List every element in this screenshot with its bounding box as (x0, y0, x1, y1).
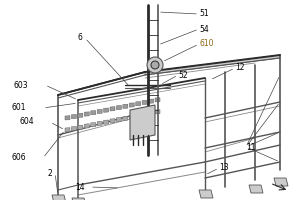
Polygon shape (142, 112, 147, 117)
Text: 51: 51 (199, 9, 208, 19)
Text: 6: 6 (78, 33, 83, 43)
Polygon shape (129, 115, 134, 119)
Text: 13: 13 (219, 164, 229, 172)
Polygon shape (71, 126, 76, 131)
Text: 14: 14 (75, 182, 85, 192)
Polygon shape (84, 124, 89, 128)
Text: 601: 601 (12, 104, 26, 112)
Polygon shape (91, 123, 96, 127)
Polygon shape (103, 108, 109, 112)
Polygon shape (78, 113, 83, 117)
Polygon shape (103, 120, 109, 124)
Polygon shape (91, 111, 96, 115)
Polygon shape (71, 114, 76, 119)
Text: 2: 2 (47, 168, 52, 178)
Polygon shape (52, 195, 66, 200)
Polygon shape (97, 121, 102, 126)
Text: 603: 603 (14, 80, 28, 90)
Polygon shape (110, 119, 115, 123)
Polygon shape (148, 99, 154, 103)
Polygon shape (155, 98, 160, 102)
Polygon shape (97, 109, 102, 114)
Polygon shape (145, 55, 280, 75)
Circle shape (147, 57, 163, 73)
Polygon shape (116, 117, 122, 122)
Text: 12: 12 (235, 64, 244, 72)
Polygon shape (65, 128, 70, 132)
Polygon shape (110, 107, 115, 111)
Polygon shape (136, 102, 141, 106)
Text: 11: 11 (246, 142, 256, 152)
Circle shape (151, 61, 159, 69)
Polygon shape (84, 112, 89, 116)
Text: 606: 606 (12, 154, 27, 162)
Polygon shape (123, 104, 128, 108)
Polygon shape (78, 125, 83, 129)
Polygon shape (249, 185, 263, 193)
Polygon shape (72, 198, 86, 200)
Polygon shape (116, 105, 122, 110)
Text: 604: 604 (20, 117, 34, 127)
Polygon shape (155, 110, 160, 114)
Polygon shape (123, 116, 128, 120)
Text: 610: 610 (199, 40, 214, 48)
Text: 54: 54 (199, 24, 209, 33)
Polygon shape (129, 103, 134, 107)
Polygon shape (274, 178, 288, 186)
Polygon shape (130, 105, 155, 140)
Polygon shape (199, 190, 213, 198)
Polygon shape (142, 100, 147, 105)
Text: 52: 52 (178, 71, 188, 79)
Polygon shape (148, 111, 154, 115)
Polygon shape (65, 116, 70, 120)
Polygon shape (136, 114, 141, 118)
